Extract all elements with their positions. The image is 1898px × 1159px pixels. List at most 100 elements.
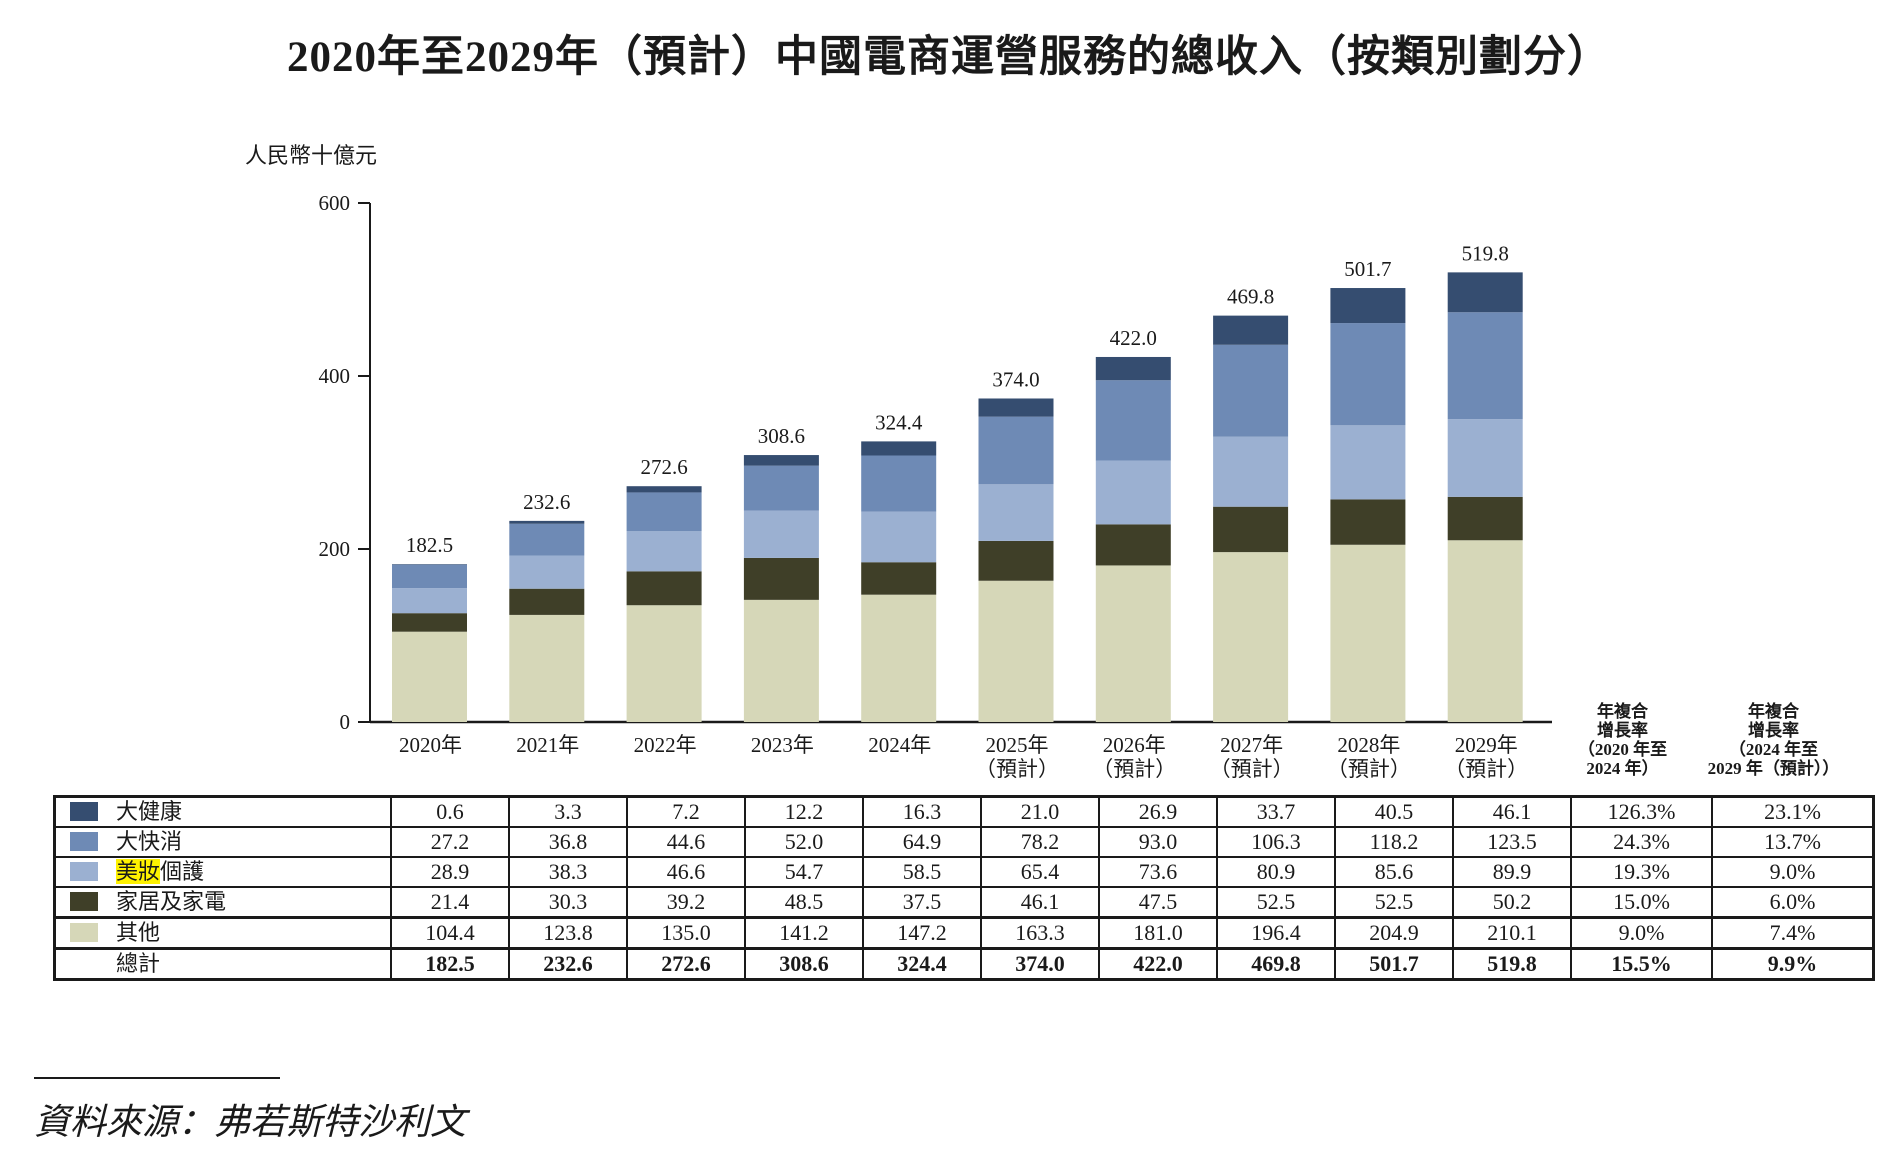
bar-segment-home-appliances [1447,496,1523,541]
value-cell: 104.4 [390,916,510,950]
bar-segment-health [1330,288,1406,324]
bar-segment-beauty-personal-care [861,511,937,563]
x-category-label: 2029年 [1455,733,1518,757]
value-cell: 123.5 [1452,826,1572,858]
y-axis-unit-label: 人民幣十億元 [245,143,378,168]
bar-total-label: 308.6 [758,424,805,448]
table-row: 大快消 27.2 36.8 44.6 52.0 64.9 78.2 93.0 106.3 118.… [53,826,1875,858]
source-divider [34,1077,280,1079]
highlighted-label-text: 美妝 [116,859,161,884]
bar-segment-fmcg [978,416,1054,485]
value-cell: 46.6 [626,856,746,888]
chart-title: 2020年至2029年（預計）中國電商運營服務的總收入（按類別劃分） [287,34,1611,81]
cagr-header-line: （2024 年至 [1728,740,1819,759]
cagr-2020-2024-cell: 9.0% [1570,916,1713,950]
row-label-text: 大健康 [116,799,183,824]
bar-segment-beauty-personal-care [978,484,1054,541]
x-category-label: 2027年 [1220,733,1283,757]
x-category-label: 2024年 [868,733,931,757]
cagr-header-line: 年複合 [1597,702,1648,721]
x-category-label: 2022年 [634,733,697,757]
x-category-sublabel: （預計） [1327,757,1411,781]
value-cell: 0.6 [390,795,510,828]
bar-segment-health [392,564,467,565]
bar-segment-other [978,580,1054,722]
cagr-header-line: 年複合 [1748,702,1799,721]
cagr-header-2020-2024: 年複合 增長率 （2020 年至 2024 年） [1552,702,1693,778]
bar-segment-health [1213,315,1289,345]
table-row: 大健康 0.6 3.3 7.2 12.2 16.3 21.0 26.9 33.7 40.5 46.1… [53,795,1875,828]
cagr-header-line: 2029 年（預計）） [1707,759,1840,778]
bar-segment-home-appliances [1213,506,1289,553]
bar-segment-other [1447,540,1523,722]
value-cell: 46.1 [1452,795,1572,828]
value-cell: 163.3 [980,916,1100,950]
bar-total-label: 272.6 [640,455,687,479]
x-category-label: 2021年 [516,733,579,757]
value-cell: 93.0 [1098,826,1218,858]
cagr-header-2024-2029: 年複合 增長率 （2024 年至 2029 年（預計）） [1693,702,1854,778]
bar-segment-other [392,631,467,722]
value-cell: 47.5 [1098,886,1218,919]
row-label-text: 個護 [160,859,205,884]
row-label-cell: 大快消 [53,826,392,858]
value-cell: 44.6 [626,826,746,858]
row-label-text: 其他 [116,920,161,945]
bar-segment-other [743,599,819,722]
value-cell: 141.2 [744,916,864,950]
bar-segment-health [626,486,702,493]
y-tick-label: 0 [340,710,351,734]
bar-segment-fmcg [1447,312,1523,420]
y-tick-label: 400 [319,364,351,388]
table-row: 美妝個護 28.9 38.3 46.6 54.7 58.5 65.4 73.6 80.9 85.6… [53,856,1875,888]
x-category-sublabel: （預計） [975,757,1059,781]
value-cell: 422.0 [1098,947,1218,981]
bar-segment-beauty-personal-care [1330,425,1406,500]
bar-total-label: 422.0 [1110,326,1157,350]
x-category-sublabel: （預計） [1444,757,1528,781]
bar-segment-fmcg [743,465,819,511]
cagr-2024-2029-cell: 13.7% [1711,826,1875,858]
value-cell: 374.0 [980,947,1100,981]
table-row: 其他 104.4 123.8 135.0 141.2 147.2 163.3 181.0 196… [53,916,1875,950]
value-cell: 16.3 [862,795,982,828]
value-cell: 135.0 [626,916,746,950]
value-cell: 89.9 [1452,856,1572,888]
legend-swatch-icon [70,923,98,942]
x-category-sublabel: （預計） [1092,757,1176,781]
value-cell: 118.2 [1334,826,1454,858]
bar-segment-fmcg [509,523,585,556]
bar-segment-fmcg [861,455,937,512]
bar-total-label: 501.7 [1344,257,1391,281]
legend-swatch-icon [70,862,98,881]
value-cell: 38.3 [508,856,628,888]
cagr-2024-2029-cell: 9.0% [1711,856,1875,888]
value-cell: 54.7 [744,856,864,888]
value-cell: 196.4 [1216,916,1336,950]
value-cell: 26.9 [1098,795,1218,828]
value-cell: 30.3 [508,886,628,919]
value-cell: 232.6 [508,947,628,981]
row-label-cell: 大健康 [53,795,392,828]
value-cell: 78.2 [980,826,1100,858]
value-cell: 52.5 [1334,886,1454,919]
value-cell: 147.2 [862,916,982,950]
value-cell: 501.7 [1334,947,1454,981]
value-cell: 52.5 [1216,886,1336,919]
value-cell: 36.8 [508,826,628,858]
x-category-label: 2028年 [1337,733,1400,757]
value-cell: 106.3 [1216,826,1336,858]
stacked-bar-chart: 0 200 400 600 182.5 2020年 232.6 2021年 272.6 2022年… [319,191,1552,781]
value-cell: 64.9 [862,826,982,858]
bar-segment-beauty-personal-care [1095,460,1171,525]
bar-segment-home-appliances [978,540,1054,581]
bar-segment-other [1095,565,1171,722]
value-cell: 272.6 [626,947,746,981]
bar-total-label: 324.4 [875,410,923,434]
legend-swatch-icon [70,802,98,821]
value-cell: 37.5 [862,886,982,919]
bar-segment-beauty-personal-care [1447,419,1523,497]
legend-swatch-spacer [70,954,98,973]
value-cell: 46.1 [980,886,1100,919]
bar-total-label: 469.8 [1227,285,1274,309]
